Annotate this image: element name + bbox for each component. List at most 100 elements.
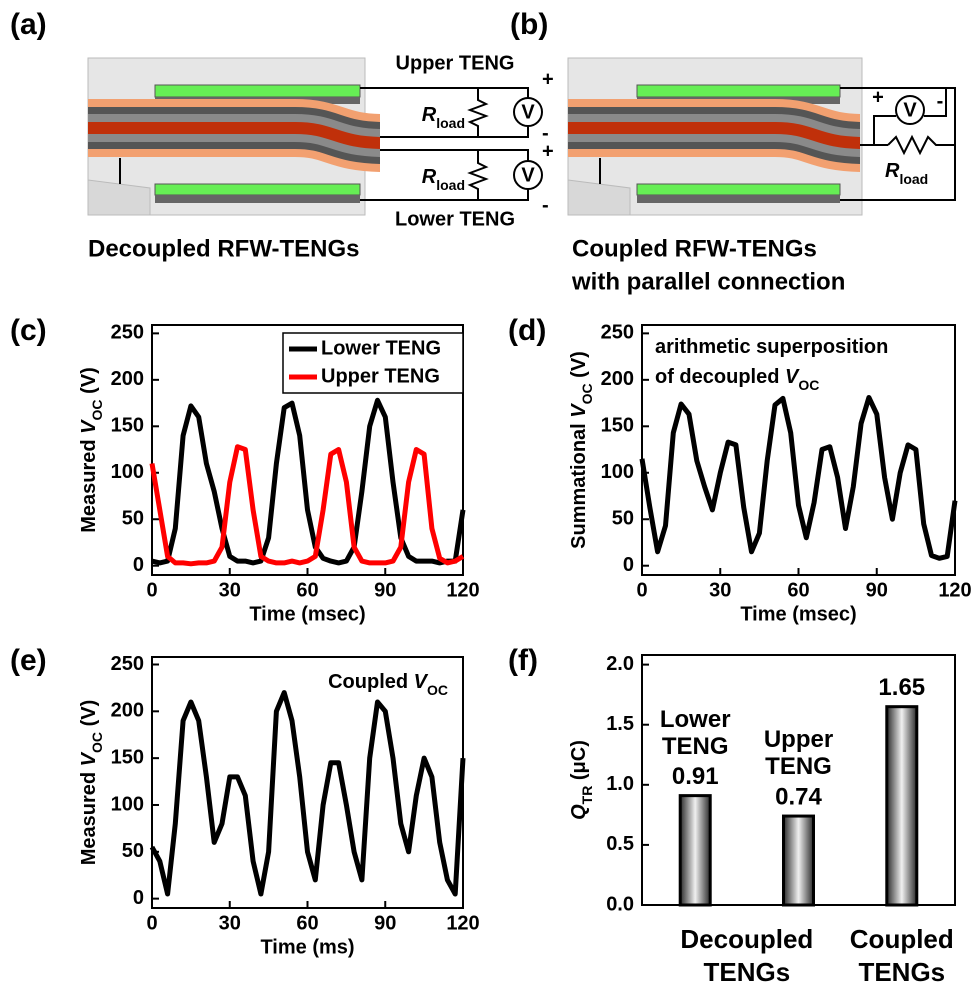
label-part: R — [422, 166, 437, 188]
x-axis-title: Time (msec) — [249, 603, 365, 625]
plot-frame — [151, 656, 464, 909]
lower-substrate — [637, 195, 840, 203]
x-tick-label: 30 — [709, 579, 731, 601]
y-tick-label: 100 — [601, 461, 634, 483]
y-tick-label: 250 — [111, 322, 144, 344]
label-part: OC — [89, 399, 105, 420]
label-part: (V) — [78, 367, 100, 399]
value-label: 0.91 — [672, 763, 719, 790]
y-tick-label: 1.0 — [606, 773, 634, 795]
y-tick-label: 250 — [111, 653, 144, 675]
wedge — [567, 179, 631, 216]
resistor — [887, 134, 955, 156]
resistor-label: Rload — [422, 166, 465, 192]
label-part: V — [78, 419, 100, 434]
film-core — [88, 122, 380, 149]
y-tick-label: 50 — [612, 508, 634, 530]
x-tick-label: 0 — [146, 912, 157, 934]
y-tick-label: 0 — [133, 887, 144, 909]
y-tick-label: 0 — [133, 554, 144, 576]
meter-symbol: V — [521, 164, 535, 186]
y-axis-title: Measured VOC (V) — [78, 700, 104, 866]
meter-symbol: V — [903, 99, 917, 121]
label-part: OC — [89, 732, 105, 753]
diagram-a: (a) Upper TENG Lower TENG V V + - — [10, 8, 554, 262]
bar — [782, 814, 815, 907]
y-tick-label: 0 — [623, 554, 634, 576]
data-line — [639, 395, 958, 561]
resistor-label: Rload — [422, 104, 465, 130]
panel-label: (c) — [10, 314, 47, 347]
x-tick-label: 90 — [866, 579, 888, 601]
y-tick-label: 100 — [111, 461, 144, 483]
polarity: - — [542, 194, 549, 216]
polarity: - — [542, 122, 549, 144]
x-axis-title: Time (ms) — [260, 936, 354, 958]
label-part: arithmetic superposition — [655, 336, 888, 358]
wire — [360, 189, 529, 201]
panel-label: (a) — [10, 8, 47, 41]
label-part: (V) — [78, 700, 100, 732]
y-tick-label: 250 — [601, 322, 634, 344]
x-tick-label: 60 — [787, 579, 809, 601]
panel-label: (d) — [508, 314, 546, 347]
y-tick-label: 200 — [111, 368, 144, 390]
panel-label: (f) — [508, 644, 538, 677]
label-part: OC — [427, 682, 448, 698]
x-tick-label: 120 — [446, 579, 479, 601]
bar-category-label: Upper TENG — [763, 726, 834, 781]
film-core — [568, 122, 860, 149]
label-part: R — [422, 104, 437, 126]
y-tick-label: 0.0 — [606, 893, 634, 915]
y-tick-label: 150 — [111, 746, 144, 768]
meter-symbol: V — [521, 101, 535, 123]
voltmeter — [895, 95, 925, 125]
wire — [380, 149, 529, 161]
lower-electrode — [636, 183, 841, 196]
voltmeter — [513, 160, 543, 190]
label: Upper TENG — [396, 52, 515, 74]
y-tick-label: 200 — [111, 700, 144, 722]
data-line — [149, 690, 466, 897]
wire — [873, 115, 896, 145]
data-line — [149, 444, 465, 567]
annotation: of decoupled VOC — [655, 366, 819, 392]
diagram-b: (b) V + - Rload Coupled RFW-TENGs with p… — [510, 8, 956, 295]
bar — [885, 705, 919, 907]
y-tick-label: 50 — [122, 508, 144, 530]
y-tick-label: 150 — [111, 415, 144, 437]
label: Lower TENG — [395, 208, 515, 230]
lower-electrode — [154, 183, 361, 196]
x-tick-label: 60 — [296, 579, 318, 601]
y-tick-label: 1.5 — [606, 713, 634, 735]
y-tick-label: 200 — [601, 368, 634, 390]
x-tick-label: 30 — [219, 912, 241, 934]
film-stack — [88, 99, 380, 172]
y-tick-label: 0.5 — [606, 833, 634, 855]
upper-electrode — [636, 84, 841, 98]
x-tick-label: 120 — [446, 912, 479, 934]
y-tick-label: 2.0 — [606, 653, 634, 675]
annotation: Coupled VOC — [328, 671, 448, 697]
wire — [380, 126, 529, 138]
panel-label: (b) — [510, 8, 548, 41]
circuit — [360, 87, 543, 201]
group-label: Coupled TENGs — [849, 924, 954, 986]
voltmeter — [513, 97, 543, 127]
label-part: Measured — [78, 766, 100, 865]
label-part: (V) — [568, 351, 590, 383]
label-part: OC — [579, 383, 595, 404]
caption: Coupled RFW-TENGs — [572, 235, 817, 262]
polarity: + — [542, 68, 554, 90]
label-part: load — [436, 177, 465, 193]
label-part: Coupled — [328, 671, 414, 693]
group-label: Decoupled TENGs — [680, 924, 814, 986]
y-axis-title: QTR (μC) — [568, 740, 594, 820]
y-tick-label: 100 — [111, 793, 144, 815]
x-tick-label: 90 — [374, 579, 396, 601]
y-axis-title: Summational VOC (V) — [568, 351, 594, 549]
wire — [360, 87, 529, 98]
label-part: V — [568, 403, 590, 418]
